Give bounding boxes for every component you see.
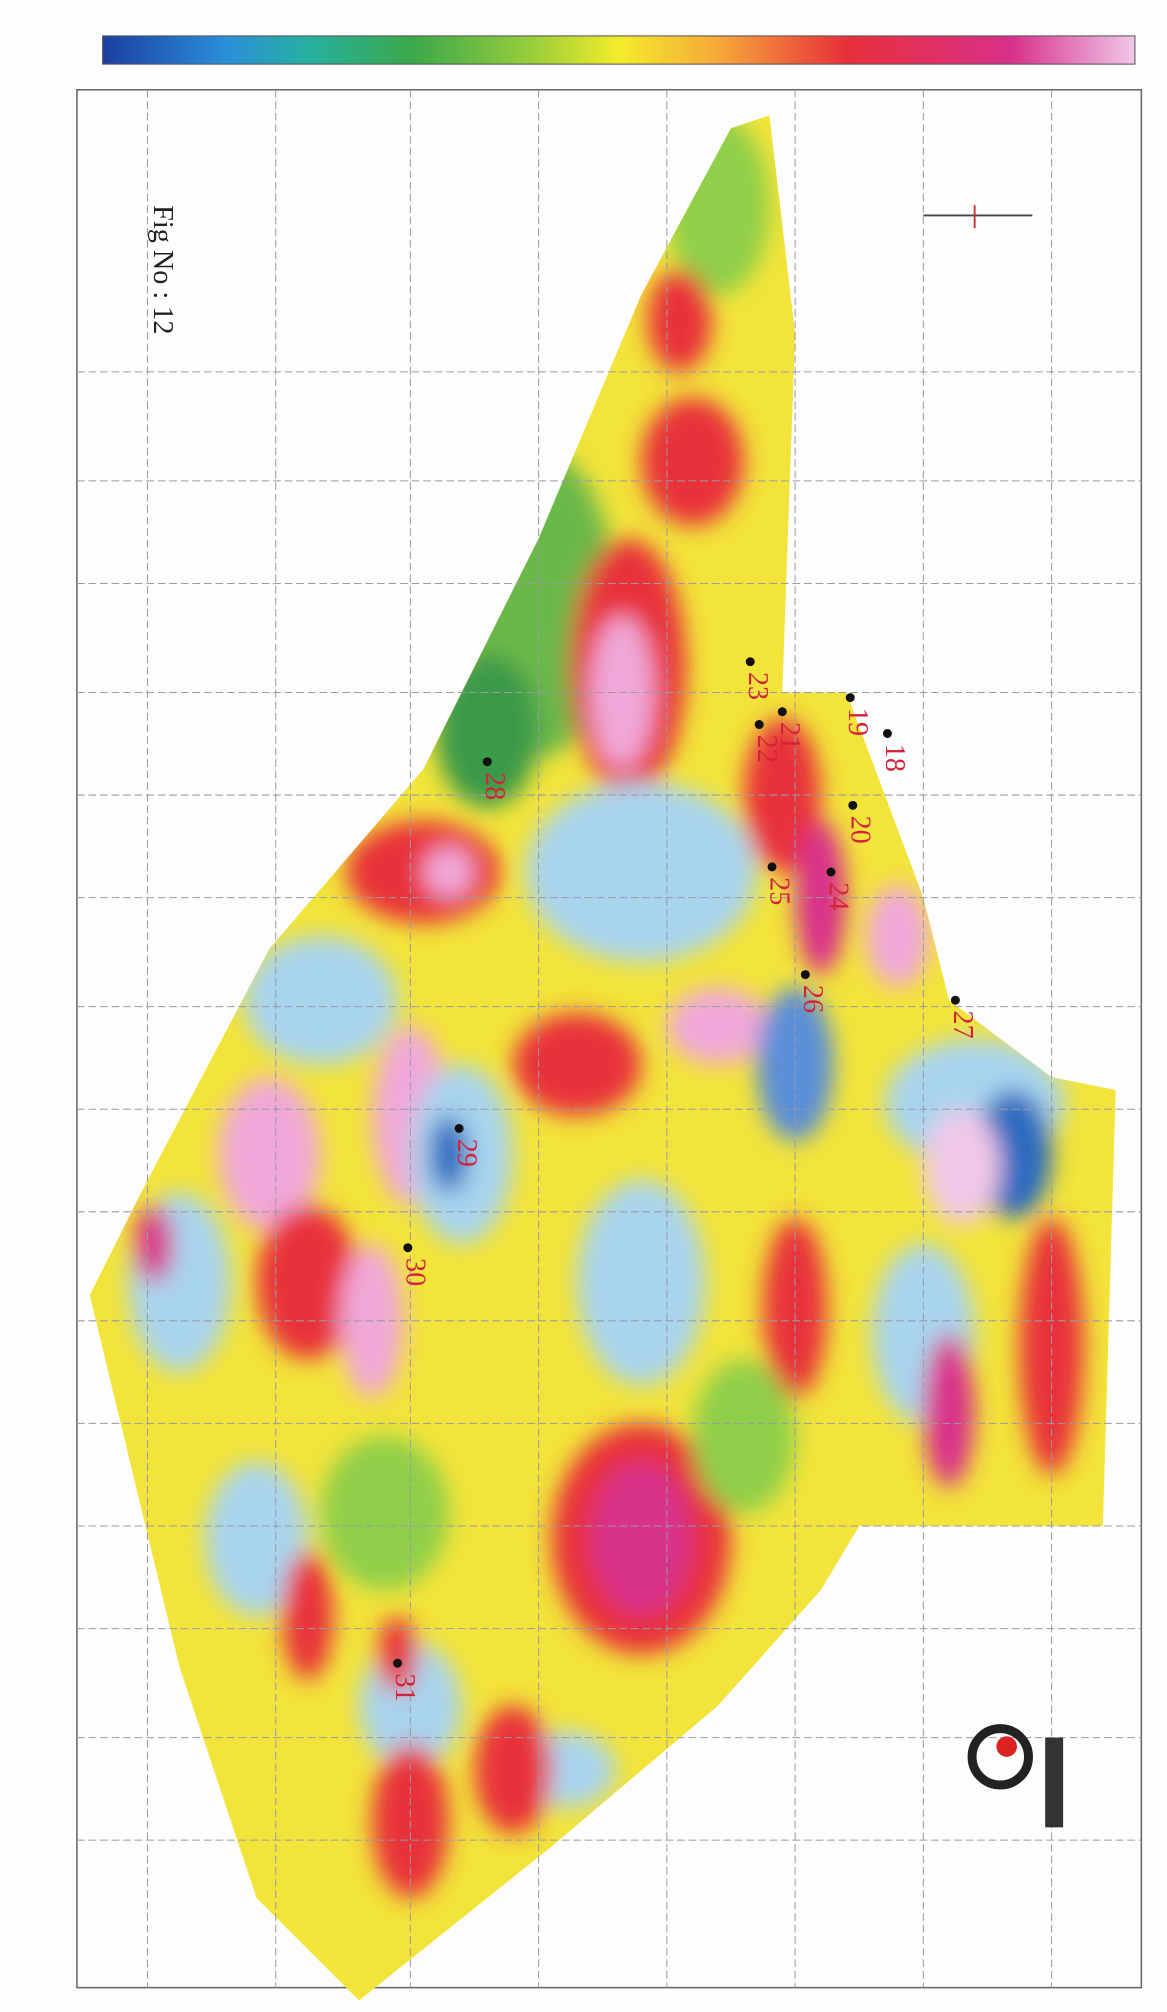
station-point [755,720,764,729]
station-point [768,862,777,871]
station-label: 26 [797,985,828,1013]
map-sheet: Fig No : 12 1819202122232425262728293031 [0,0,1167,2012]
station-label: 31 [389,1673,420,1701]
station-point [801,970,810,979]
color-scale [103,36,1135,64]
station-label: 23 [742,672,773,700]
station-point [848,801,857,810]
station-label: 22 [751,735,782,763]
station-point [483,757,492,766]
station-point [393,1659,402,1668]
station-point [455,1124,464,1133]
station-point [746,657,755,666]
station-label: 29 [451,1139,482,1167]
station-point [403,1243,412,1252]
station-label: 18 [879,744,910,772]
station-label: 25 [764,877,795,905]
figure-label: Fig No : 12 [147,205,178,334]
station-point [778,707,787,716]
station-label: 20 [844,816,875,844]
station-label: 19 [842,708,873,736]
station-point [846,693,855,702]
station-label: 28 [479,772,510,800]
station-label: 30 [399,1258,430,1286]
station-point [883,729,892,738]
station-point [827,868,836,877]
station-label: 24 [823,882,854,910]
station-point [951,996,960,1005]
page: {"figure_label":"Fig No : 12", "stations… [0,0,1167,2012]
station-label: 27 [947,1010,978,1038]
